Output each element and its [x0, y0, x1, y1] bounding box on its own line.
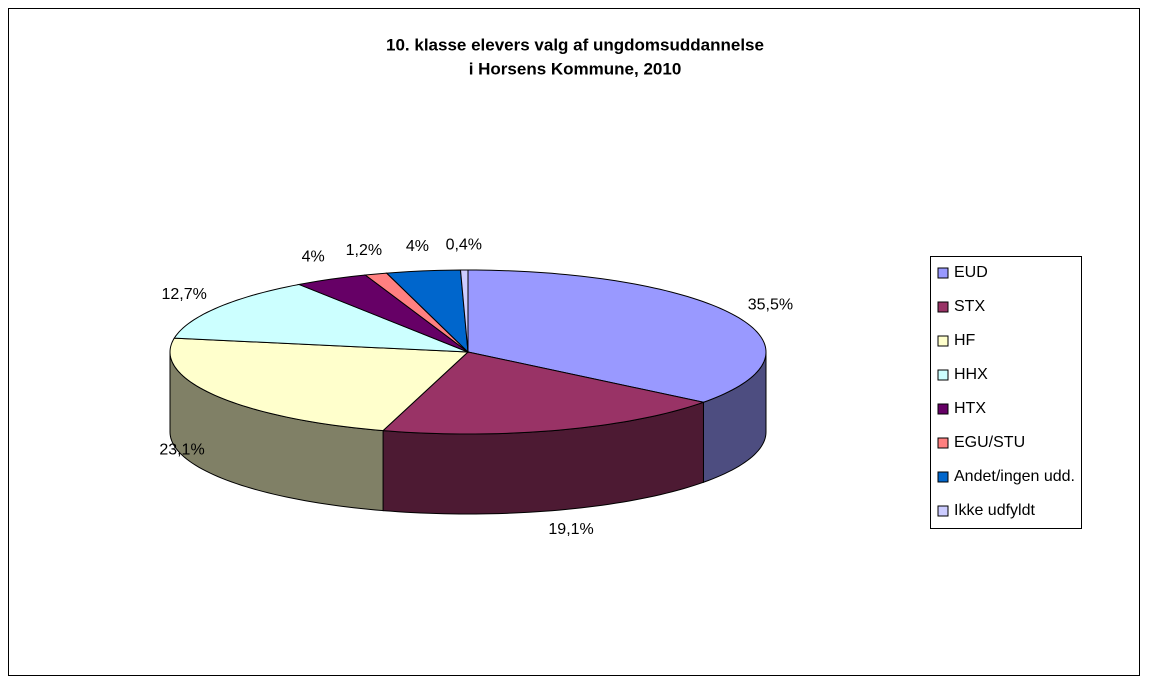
- data-label: 1,2%: [346, 242, 382, 259]
- data-label: 35,5%: [748, 296, 793, 313]
- slice: [169, 337, 470, 432]
- data-label: 4%: [406, 238, 429, 255]
- data-label: 19,1%: [548, 521, 593, 538]
- legend-label: HF: [954, 332, 976, 349]
- legend-swatch: [937, 403, 949, 415]
- legend-box: [930, 256, 1082, 529]
- data-label: 4%: [302, 249, 325, 266]
- legend-swatch: [937, 369, 949, 381]
- legend-swatch: [937, 267, 949, 279]
- slice: [385, 269, 469, 354]
- legend-label: Ikke udfyldt: [954, 502, 1035, 519]
- data-label: 0,4%: [446, 237, 482, 254]
- data-label: 23,1%: [159, 442, 204, 459]
- legend-swatch: [937, 301, 949, 313]
- legend-swatch: [937, 335, 949, 347]
- legend-swatch: [937, 437, 949, 449]
- slice: [297, 274, 469, 353]
- chart-title: i Horsens Kommune, 2010: [469, 59, 682, 78]
- data-label: 12,7%: [162, 286, 207, 303]
- slice: [459, 269, 469, 353]
- legend-label: HTX: [954, 400, 986, 417]
- legend-label: STX: [954, 298, 985, 315]
- chart-title: 10. klasse elevers valg af ungdomsuddann…: [386, 35, 764, 54]
- legend-label: Andet/ingen udd.: [954, 468, 1075, 485]
- slice: [173, 283, 469, 353]
- slice: [467, 269, 767, 403]
- legend-label: EUD: [954, 264, 988, 281]
- legend-swatch: [937, 471, 949, 483]
- legend-swatch: [937, 505, 949, 517]
- legend-label: HHX: [954, 366, 988, 383]
- legend-label: EGU/STU: [954, 434, 1025, 451]
- slice: [381, 351, 706, 435]
